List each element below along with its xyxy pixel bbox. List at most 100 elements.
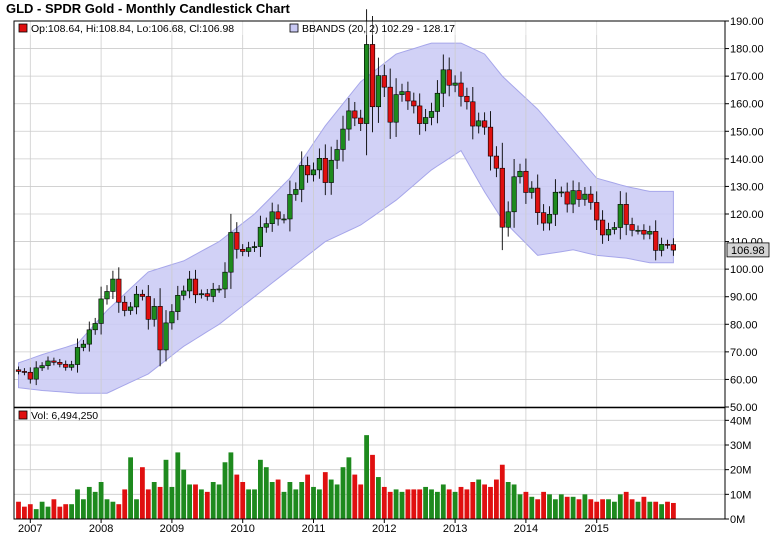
candle xyxy=(440,54,446,108)
volume-bar xyxy=(187,484,192,519)
candle xyxy=(116,267,122,313)
year-label: 2011 xyxy=(302,523,326,535)
candle xyxy=(69,360,75,371)
volume-bar xyxy=(370,454,375,519)
volume-bar xyxy=(75,489,80,519)
volume-bar xyxy=(423,486,428,519)
year-label: 2015 xyxy=(584,523,608,535)
volume-bar xyxy=(199,489,204,519)
candle xyxy=(434,80,441,124)
volume-bar xyxy=(499,464,505,519)
candle-body xyxy=(340,128,346,150)
candle-body xyxy=(635,229,641,232)
volume-bar xyxy=(234,474,240,519)
candle-body xyxy=(116,278,122,303)
candle-body xyxy=(287,194,293,220)
volume-tick-label: 10M xyxy=(730,489,751,501)
volume-bar xyxy=(252,489,257,519)
candle xyxy=(564,182,570,213)
volume-bar xyxy=(51,499,57,519)
candle-body xyxy=(493,155,500,169)
candle-body xyxy=(98,298,104,324)
candle-body xyxy=(487,126,494,157)
year-label: 2010 xyxy=(230,523,254,535)
candle-body xyxy=(446,69,452,86)
volume-bar xyxy=(547,494,552,519)
price-tick-label: 50.00 xyxy=(730,402,758,414)
price-tick-label: 90.00 xyxy=(730,292,758,304)
candle xyxy=(670,238,676,256)
candle xyxy=(635,225,641,235)
candle xyxy=(446,57,452,97)
candle xyxy=(33,361,39,386)
volume-bar xyxy=(494,479,499,519)
volume-bar xyxy=(570,496,576,519)
price-tick-label: 190.00 xyxy=(730,16,764,28)
candle-body xyxy=(670,244,676,251)
volume-bar xyxy=(446,489,452,519)
volume-bar xyxy=(157,486,163,519)
candle xyxy=(476,112,482,134)
candle-body xyxy=(641,229,647,235)
candle-body xyxy=(576,190,582,200)
price-axis: 50.0060.0070.0080.0090.00100.00110.00120… xyxy=(725,16,764,414)
volume-bar xyxy=(588,499,594,519)
volume-bar xyxy=(134,499,139,519)
volume-axis: 0M 10M 20M 30M 40M xyxy=(725,415,751,526)
candle-body xyxy=(151,306,157,320)
candle-body xyxy=(15,369,22,372)
volume-bar xyxy=(381,486,387,519)
bbands-legend-text: BBANDS (20, 2) 102.29 - 128.17 xyxy=(302,23,455,35)
candle xyxy=(210,282,216,303)
candle-body xyxy=(222,271,228,290)
candle xyxy=(623,192,629,236)
candle xyxy=(328,146,334,195)
candle xyxy=(98,286,104,335)
candle xyxy=(641,224,647,240)
candle-body xyxy=(617,204,623,228)
volume-bar xyxy=(623,491,629,519)
candle-body xyxy=(92,323,98,331)
volume-bars xyxy=(16,435,676,519)
candle xyxy=(405,81,411,110)
volume-bar xyxy=(393,489,399,519)
volume-bar xyxy=(488,486,493,519)
candle xyxy=(381,64,387,97)
candle xyxy=(216,285,222,293)
candle xyxy=(104,285,110,305)
candle xyxy=(594,191,600,231)
candle-body xyxy=(434,92,441,112)
volume-bar xyxy=(163,459,169,519)
candle-body xyxy=(505,211,511,228)
volume-bar xyxy=(387,491,393,519)
volume-bar xyxy=(116,504,122,519)
candle-body xyxy=(428,111,435,118)
candle-body xyxy=(440,69,446,94)
volume-bar xyxy=(411,489,417,519)
price-tick-label: 60.00 xyxy=(730,374,758,386)
volume-bar xyxy=(63,504,69,519)
candle xyxy=(576,182,582,207)
volume-legend-text: Vol: 6,494,250 xyxy=(31,410,98,422)
candle xyxy=(511,159,517,228)
candle-body xyxy=(240,248,246,252)
candle xyxy=(63,360,69,371)
candle xyxy=(363,9,370,156)
candle xyxy=(57,358,63,368)
candle-body xyxy=(281,218,287,221)
candle xyxy=(599,210,606,244)
candle-body xyxy=(511,176,517,213)
candle xyxy=(546,206,553,231)
candle xyxy=(15,366,22,375)
candle-body xyxy=(275,211,281,220)
candle-body xyxy=(470,101,476,127)
candle xyxy=(128,302,134,315)
volume-bar xyxy=(340,467,346,519)
candle xyxy=(80,339,86,352)
candle xyxy=(145,285,151,330)
candle-body xyxy=(139,293,146,297)
candle-body xyxy=(517,170,523,178)
volume-bar xyxy=(452,491,458,519)
candle xyxy=(658,237,665,257)
